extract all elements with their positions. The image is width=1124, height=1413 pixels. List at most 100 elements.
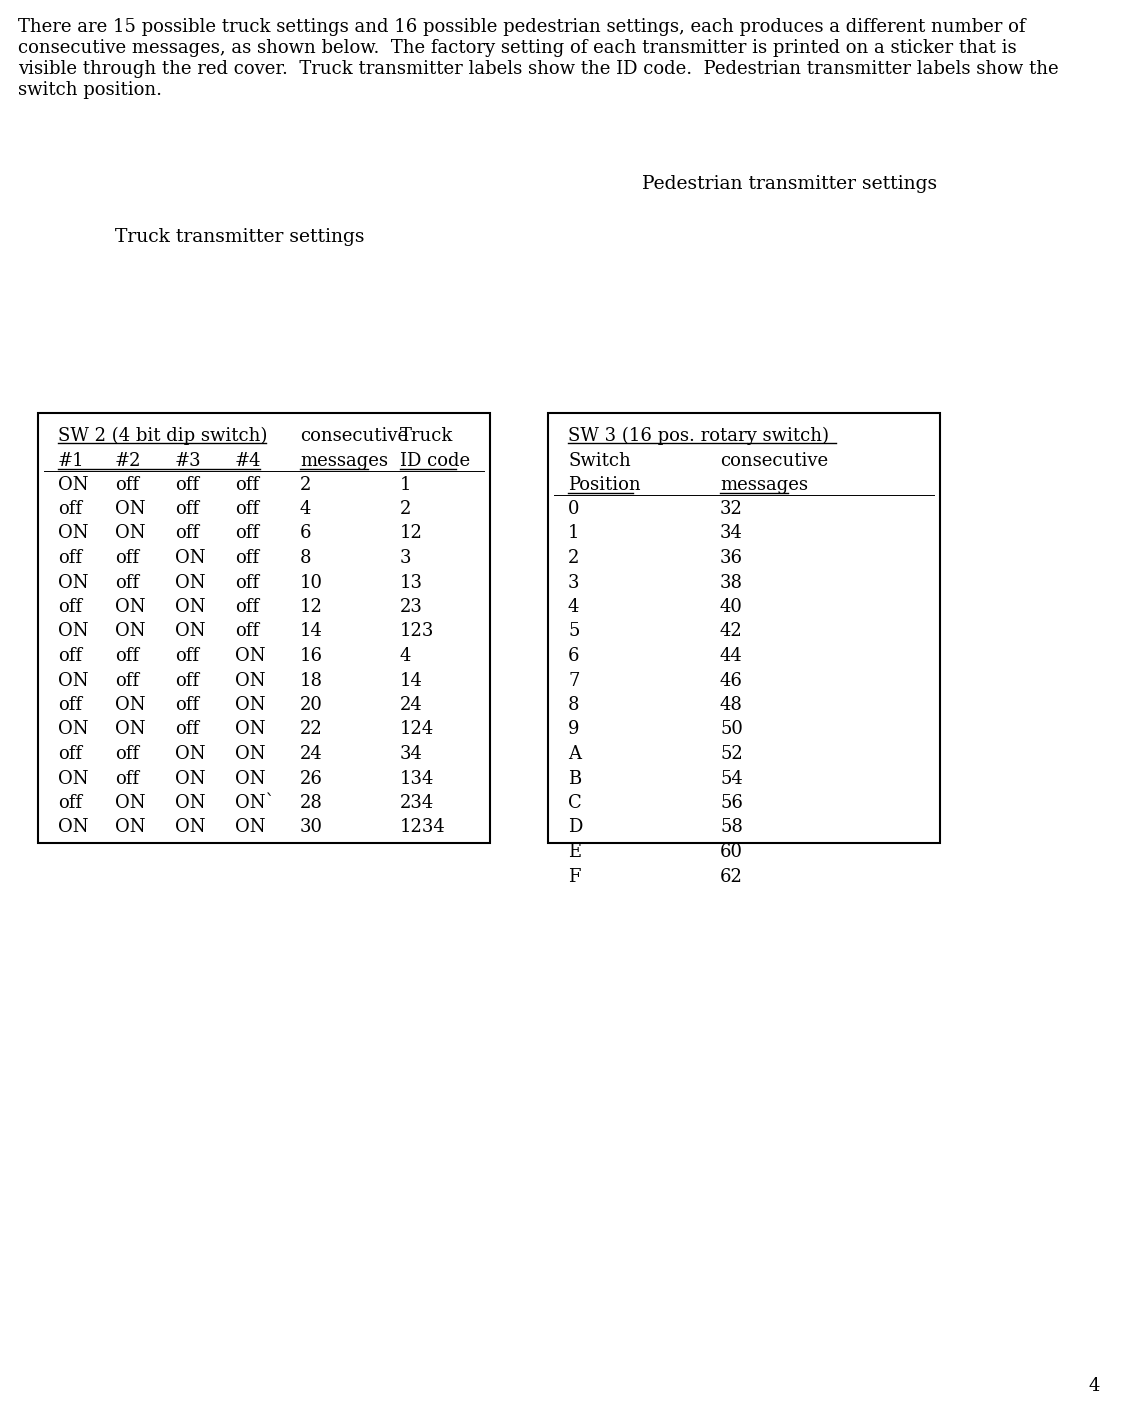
Text: 23: 23 (400, 598, 423, 616)
Text: 20: 20 (300, 697, 323, 714)
Text: 42: 42 (720, 623, 743, 640)
Bar (38, 413, 490, 844)
Text: ON: ON (58, 524, 89, 543)
Text: 34: 34 (400, 745, 423, 763)
Text: off: off (115, 550, 139, 567)
Text: ON`: ON` (235, 794, 274, 812)
Text: E: E (568, 844, 581, 861)
Text: ON: ON (115, 500, 145, 519)
Text: ON: ON (175, 745, 206, 763)
Text: ON: ON (235, 671, 265, 690)
Text: off: off (58, 550, 82, 567)
Text: 12: 12 (300, 598, 323, 616)
Text: ON: ON (58, 671, 89, 690)
Text: off: off (175, 476, 199, 493)
Text: ON: ON (235, 770, 265, 787)
Text: off: off (175, 671, 199, 690)
Text: Switch: Switch (568, 452, 631, 469)
Text: ON: ON (115, 524, 145, 543)
Text: off: off (175, 647, 199, 666)
Text: 18: 18 (300, 671, 323, 690)
Text: 24: 24 (300, 745, 323, 763)
Text: off: off (235, 550, 259, 567)
Text: Pedestrian transmitter settings: Pedestrian transmitter settings (643, 175, 937, 194)
Text: off: off (235, 623, 259, 640)
Text: ON: ON (58, 476, 89, 493)
Text: 28: 28 (300, 794, 323, 812)
Text: ON: ON (58, 721, 89, 739)
Text: 7: 7 (568, 671, 579, 690)
Text: ON: ON (235, 745, 265, 763)
Text: #1: #1 (58, 452, 84, 469)
Text: 3: 3 (400, 550, 411, 567)
Text: ON: ON (175, 794, 206, 812)
Text: visible through the red cover.  Truck transmitter labels show the ID code.  Pede: visible through the red cover. Truck tra… (18, 59, 1059, 78)
Text: messages: messages (300, 452, 388, 469)
Text: off: off (58, 745, 82, 763)
Text: messages: messages (720, 476, 808, 495)
Text: ON: ON (175, 818, 206, 836)
Text: 46: 46 (720, 671, 743, 690)
Text: 4: 4 (1089, 1378, 1100, 1395)
Text: 4: 4 (568, 598, 579, 616)
Text: off: off (175, 697, 199, 714)
Text: ON: ON (175, 770, 206, 787)
Text: 56: 56 (720, 794, 743, 812)
Text: 0: 0 (568, 500, 580, 519)
Text: ON: ON (58, 574, 89, 592)
Text: off: off (175, 721, 199, 739)
Text: 2: 2 (300, 476, 311, 493)
Text: 50: 50 (720, 721, 743, 739)
Text: 4: 4 (400, 647, 411, 666)
Text: 44: 44 (720, 647, 743, 666)
Text: 13: 13 (400, 574, 423, 592)
Text: 234: 234 (400, 794, 434, 812)
Text: #4: #4 (235, 452, 262, 469)
Text: SW 2 (4 bit dip switch): SW 2 (4 bit dip switch) (58, 427, 268, 445)
Text: 30: 30 (300, 818, 323, 836)
Text: Position: Position (568, 476, 641, 495)
Text: ON: ON (175, 574, 206, 592)
Text: ON: ON (235, 818, 265, 836)
Text: 60: 60 (720, 844, 743, 861)
Text: 62: 62 (720, 868, 743, 886)
Text: off: off (115, 647, 139, 666)
Text: 26: 26 (300, 770, 323, 787)
Bar (549, 413, 940, 844)
Text: ON: ON (175, 598, 206, 616)
Text: 34: 34 (720, 524, 743, 543)
Text: 54: 54 (720, 770, 743, 787)
Text: ON: ON (235, 697, 265, 714)
Text: 32: 32 (720, 500, 743, 519)
Text: off: off (235, 500, 259, 519)
Text: F: F (568, 868, 580, 886)
Text: off: off (115, 476, 139, 493)
Text: 1: 1 (568, 524, 580, 543)
Text: 2: 2 (568, 550, 579, 567)
Text: 24: 24 (400, 697, 423, 714)
Text: 58: 58 (720, 818, 743, 836)
Text: 36: 36 (720, 550, 743, 567)
Text: 2: 2 (400, 500, 411, 519)
Text: 9: 9 (568, 721, 580, 739)
Text: Truck transmitter settings: Truck transmitter settings (116, 227, 365, 246)
Text: 5: 5 (568, 623, 579, 640)
Text: ON: ON (235, 721, 265, 739)
Text: C: C (568, 794, 582, 812)
Text: consecutive: consecutive (720, 452, 828, 469)
Text: SW 3 (16 pos. rotary switch): SW 3 (16 pos. rotary switch) (568, 427, 830, 445)
Text: ON: ON (115, 697, 145, 714)
Text: ON: ON (115, 598, 145, 616)
Text: ID code: ID code (400, 452, 470, 469)
Text: 1234: 1234 (400, 818, 446, 836)
Text: off: off (58, 647, 82, 666)
Text: 134: 134 (400, 770, 434, 787)
Text: off: off (58, 794, 82, 812)
Text: ON: ON (58, 770, 89, 787)
Text: #2: #2 (115, 452, 142, 469)
Text: off: off (115, 770, 139, 787)
Text: 14: 14 (400, 671, 423, 690)
Text: off: off (235, 574, 259, 592)
Text: 16: 16 (300, 647, 323, 666)
Text: 12: 12 (400, 524, 423, 543)
